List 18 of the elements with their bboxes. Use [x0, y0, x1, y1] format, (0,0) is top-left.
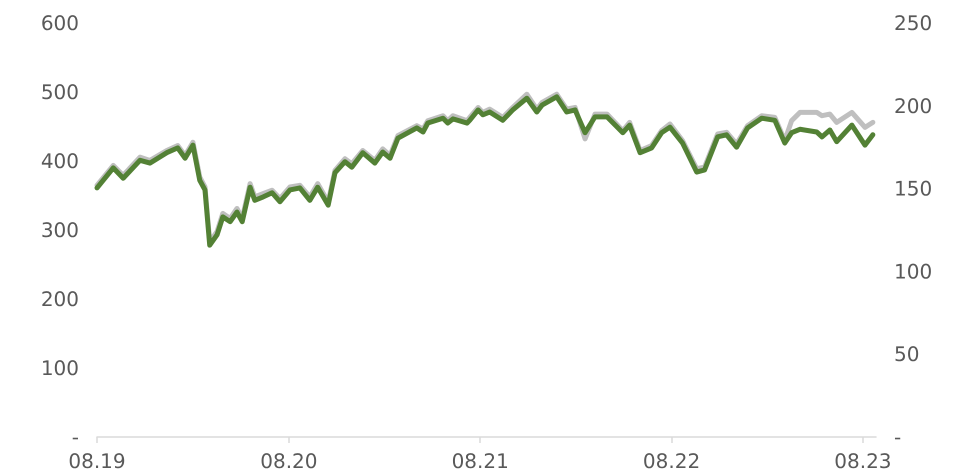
y-tick-label: 300	[40, 218, 79, 242]
y2-tick-label: 50	[894, 342, 920, 366]
y2-tick-label: 200	[894, 94, 932, 118]
y-tick-label: 400	[40, 149, 79, 173]
x-tick-label: 08.23	[834, 449, 892, 473]
y-tick-label: 100	[40, 356, 79, 380]
y-tick-label: 600	[40, 11, 79, 35]
y2-tick-label: 100	[894, 259, 932, 284]
x-tick-label: 08.21	[452, 449, 509, 473]
x-tick-label: 08.20	[260, 449, 318, 473]
y2-tick-label: 150	[894, 176, 932, 201]
y-tick-label: -	[72, 425, 79, 449]
y-tick-label: 500	[40, 80, 79, 104]
x-tick-label: 08.19	[68, 449, 126, 473]
y-tick-label: 200	[40, 287, 79, 311]
x-tick-label: 08.22	[642, 449, 700, 473]
y2-tick-label: 250	[894, 11, 932, 35]
y2-tick-label: -	[894, 425, 902, 449]
